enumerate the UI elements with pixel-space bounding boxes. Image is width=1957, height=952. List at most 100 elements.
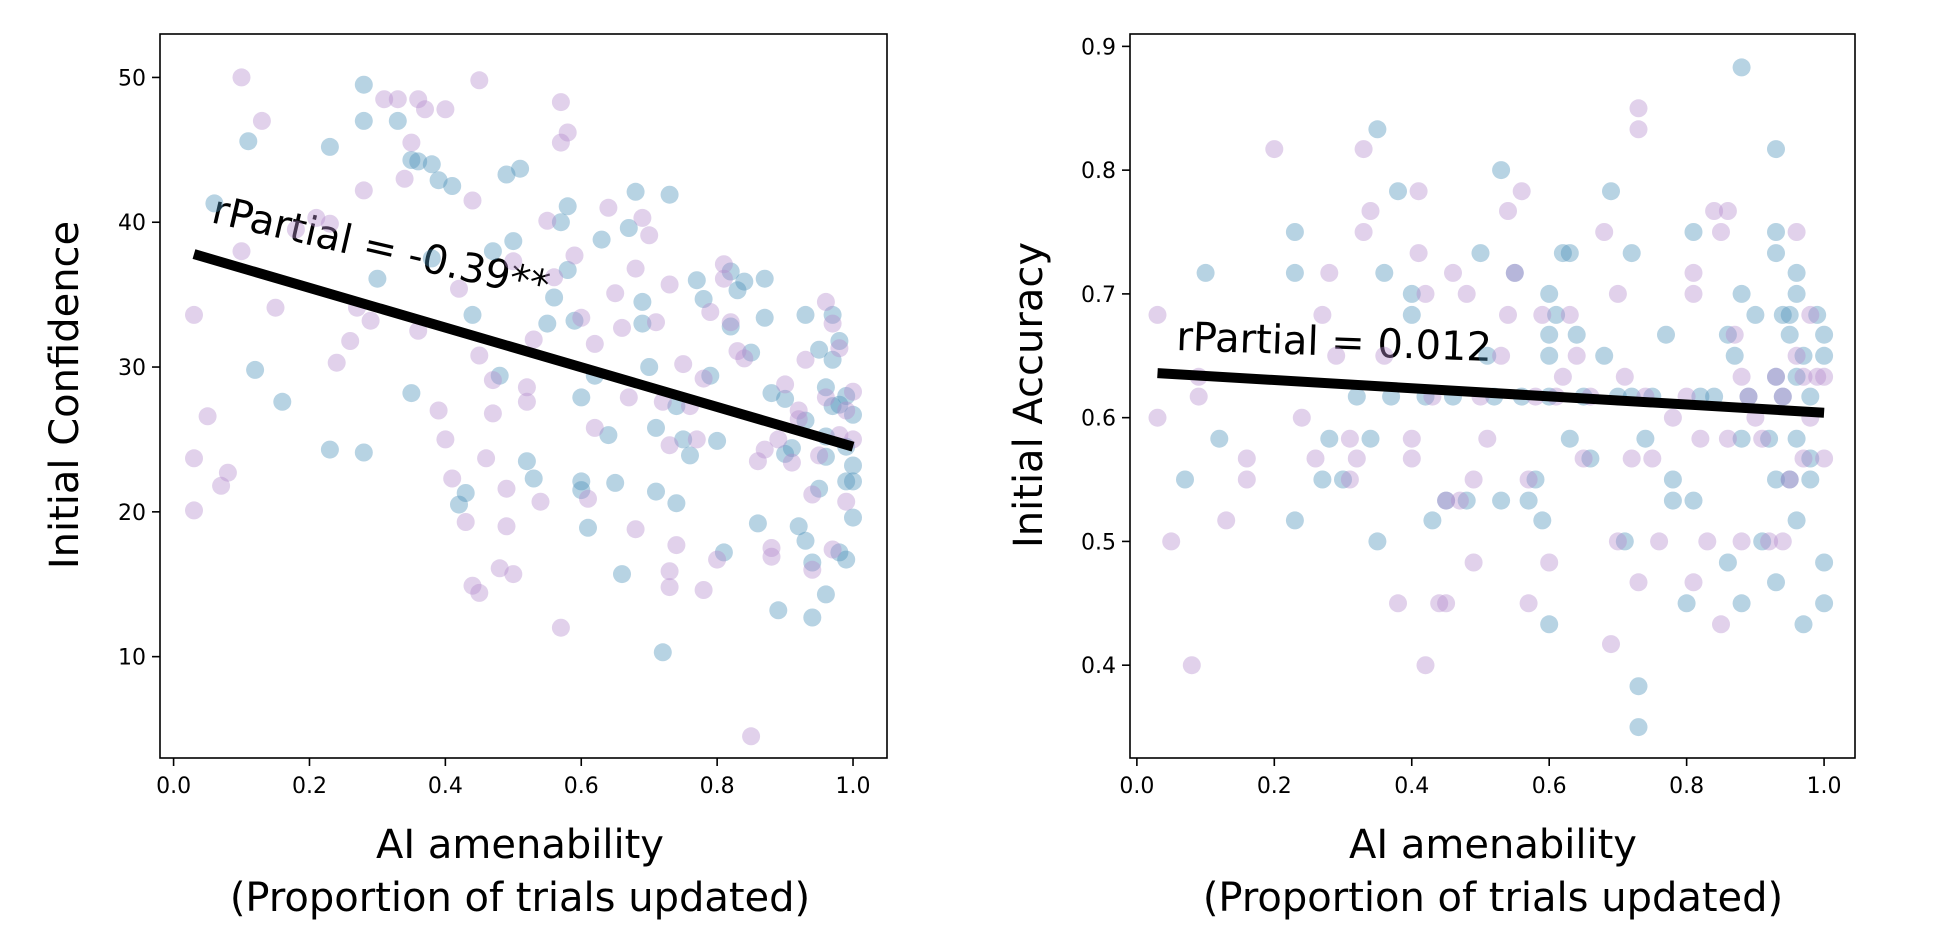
accuracy-point-blue (1402, 284, 1421, 303)
confidence-point-purple (429, 401, 448, 420)
confidence-point-purple (660, 436, 679, 455)
confidence-point-blue (823, 305, 842, 324)
confidence-point-purple (483, 404, 502, 423)
accuracy-point-purple (1815, 367, 1834, 386)
confidence-point-purple (470, 71, 489, 90)
accuracy-point-purple (1389, 594, 1407, 613)
confidence-point-purple (701, 303, 720, 321)
accuracy-point-purple (1629, 120, 1648, 139)
accuracy-point-blue (1437, 491, 1456, 510)
confidence-point-blue (633, 314, 652, 333)
accuracy-point-blue (1615, 532, 1634, 551)
confidence-point-purple (198, 407, 217, 426)
accuracy-point-blue (1760, 429, 1779, 448)
confidence-point-purple (714, 255, 733, 274)
accuracy-point-blue (1657, 325, 1675, 344)
confidence-point-blue (422, 249, 441, 268)
accuracy-point-blue (1540, 346, 1559, 365)
confidence-point-blue (816, 585, 835, 604)
confidence-point-purple (402, 133, 421, 152)
confidence-point-blue (422, 155, 441, 174)
accuracy-point-purple (1402, 429, 1421, 448)
accuracy-plot-frame (1129, 33, 1856, 759)
accuracy-point-purple (1595, 223, 1614, 241)
accuracy-point-blue (1210, 429, 1229, 448)
confidence-point-purple (572, 308, 591, 327)
accuracy-x-axis-sublabel: (Proportion of trials updated) (1203, 875, 1783, 921)
accuracy-point-blue (1622, 244, 1641, 263)
accuracy-point-purple (1464, 470, 1483, 489)
confidence-x-tick-label: 0.0 (156, 774, 191, 799)
accuracy-point-purple (1643, 449, 1662, 468)
accuracy-point-purple (1519, 470, 1538, 489)
confidence-point-blue (429, 171, 448, 190)
confidence-panel: Initial Confidence AI amenability (Propo… (42, 33, 888, 921)
confidence-point-purple (823, 314, 842, 333)
accuracy-point-blue (1732, 58, 1751, 77)
confidence-point-blue (511, 159, 530, 178)
accuracy-point-blue (1787, 367, 1806, 386)
accuracy-regression-line (1157, 368, 1825, 418)
accuracy-point-purple (1753, 429, 1772, 448)
confidence-point-purple (375, 90, 394, 109)
confidence-point-purple (409, 321, 428, 340)
accuracy-point-purple (1478, 429, 1497, 448)
confidence-point-blue (844, 405, 862, 424)
accuracy-x-tick-label: 1.0 (1807, 774, 1842, 799)
confidence-point-purple (545, 268, 564, 287)
accuracy-point-purple (1533, 305, 1552, 324)
accuracy-point-blue (1505, 263, 1524, 282)
accuracy-point-purple (1567, 346, 1586, 365)
confidence-point-blue (769, 601, 788, 620)
accuracy-point-blue (1567, 325, 1586, 344)
confidence-point-blue (504, 232, 523, 251)
confidence-point-blue (667, 397, 686, 416)
confidence-point-purple (830, 339, 849, 358)
confidence-point-purple (341, 332, 360, 350)
confidence-point-purple (626, 520, 645, 539)
confidence-point-purple (837, 492, 856, 511)
confidence-point-purple (674, 355, 693, 374)
confidence-point-purple (816, 388, 835, 407)
accuracy-point-purple (1787, 223, 1806, 241)
accuracy-point-blue (1547, 305, 1566, 324)
accuracy-point-blue (1478, 346, 1497, 365)
accuracy-point-blue (1602, 182, 1620, 201)
confidence-point-purple (218, 463, 237, 482)
accuracy-point-purple (1444, 263, 1462, 282)
confidence-point-purple (327, 353, 346, 372)
accuracy-x-axis-label: AI amenability (1349, 822, 1637, 868)
accuracy-point-blue (1815, 325, 1834, 344)
confidence-point-blue (579, 518, 597, 537)
confidence-point-blue (844, 472, 862, 491)
accuracy-point-purple (1663, 408, 1682, 427)
confidence-point-purple (585, 418, 604, 437)
accuracy-point-blue (1787, 511, 1806, 530)
accuracy-point-blue (1553, 244, 1572, 263)
confidence-point-purple (613, 318, 631, 337)
accuracy-point-purple (1615, 367, 1634, 386)
accuracy-point-purple (1306, 449, 1325, 468)
accuracy-point-blue (1767, 367, 1785, 386)
accuracy-point-purple (1684, 263, 1703, 282)
confidence-point-blue (572, 481, 591, 500)
accuracy-point-blue (1767, 140, 1785, 159)
confidence-point-purple (436, 430, 455, 449)
accuracy-point-purple (1608, 532, 1627, 551)
accuracy-point-purple (1162, 532, 1181, 551)
confidence-point-blue (660, 185, 679, 204)
accuracy-point-purple (1464, 553, 1483, 572)
accuracy-point-purple (1794, 367, 1813, 386)
confidence-point-blue (640, 358, 659, 376)
confidence-point-purple (789, 410, 808, 429)
accuracy-point-blue (1815, 346, 1834, 365)
accuracy-point-purple (1732, 367, 1751, 386)
accuracy-point-blue (1794, 615, 1813, 634)
accuracy-point-purple (1650, 532, 1669, 551)
accuracy-point-purple (1553, 367, 1572, 386)
accuracy-point-blue (1684, 491, 1703, 510)
confidence-point-purple (687, 430, 706, 449)
accuracy-point-purple (1450, 491, 1469, 510)
accuracy-y-tick-label: 0.6 (1081, 407, 1116, 432)
